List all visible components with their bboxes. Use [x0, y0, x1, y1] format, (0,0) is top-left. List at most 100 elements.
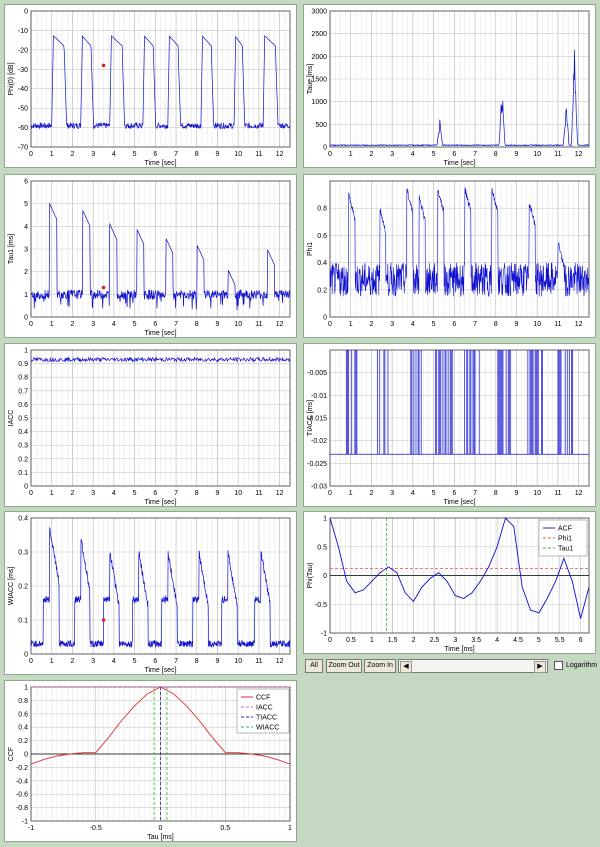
y-tick-label: 500	[315, 122, 327, 129]
x-tick-label: 2	[70, 151, 74, 158]
x-tick-label: 1	[349, 321, 353, 328]
x-tick-label: 8	[494, 151, 498, 158]
x-tick-label: 9	[216, 490, 220, 497]
x-tick-label: 0	[29, 658, 33, 665]
x-tick-label: 7	[174, 490, 178, 497]
x-tick-label: 1.5	[388, 637, 398, 644]
y-tick-label: -1	[321, 631, 327, 638]
y-axis-label: CCF	[8, 747, 15, 761]
x-tick-label: 4	[411, 490, 415, 497]
x-tick-label: 0	[328, 151, 332, 158]
y-tick-label: 2	[24, 269, 28, 276]
x-axis-label: Time [sec]	[144, 499, 176, 506]
y-axis-label: TIACC [ms]	[307, 400, 314, 436]
x-tick-label: 0	[328, 637, 332, 644]
y-tick-label: -0.4	[16, 778, 28, 785]
y-axis-label: Phi(0) [dB]	[8, 62, 15, 95]
y-tick-label: 0.1	[18, 618, 28, 625]
chart-tiacc: 0 1 2 3 4 5 6 7 8 9 10 11 12 -0.005 -0.01 -0.015 -0.02 -0…	[303, 343, 596, 507]
x-tick-label: 2	[369, 151, 373, 158]
x-tick-label: 5	[133, 658, 137, 665]
x-tick-label: 11	[554, 321, 561, 328]
plot-frame	[329, 10, 590, 148]
x-tick-label: 7	[174, 321, 178, 328]
y-tick-label: -50	[18, 106, 28, 113]
x-tick-label: -1	[28, 825, 34, 832]
x-tick-label: 1	[50, 490, 54, 497]
x-tick-label: 10	[234, 321, 242, 328]
y-tick-label: -70	[18, 145, 28, 152]
y-tick-label: -20	[18, 47, 28, 54]
x-tick-label: 11	[255, 151, 262, 158]
scroll-right-icon[interactable]: ▶	[534, 661, 546, 673]
y-tick-label: -0.015	[307, 416, 327, 423]
x-tick-label: 0.5	[346, 637, 356, 644]
x-tick-label: 1	[288, 825, 292, 832]
x-tick-label: 5	[133, 151, 137, 158]
y-tick-label: 0.8	[18, 698, 28, 705]
x-axis-label: Time [sec]	[144, 667, 176, 674]
x-tick-label: 2	[369, 490, 373, 497]
x-tick-label: 10	[234, 151, 242, 158]
y-tick-label: 1	[24, 348, 28, 355]
iacc-series	[30, 356, 290, 363]
x-tick-label: 0	[159, 825, 163, 832]
x-axis-label: Time [sec]	[443, 499, 475, 506]
taue-series	[329, 49, 590, 147]
x-tick-label: 6	[153, 151, 157, 158]
ccf-series	[30, 686, 291, 765]
legend-entry: ACF	[558, 526, 572, 533]
y-tick-label: 0.2	[18, 456, 28, 463]
logarithm-checkbox[interactable]	[554, 661, 563, 670]
x-tick-label: 3	[91, 151, 95, 158]
chart-phi1: 0 1 2 3 4 5 6 7 8 9 10 11 12 0 0.2 0.4 0.6 0.8 Phi1	[303, 174, 596, 338]
y-tick-label: -0.02	[311, 438, 327, 445]
x-tick-label: 0	[29, 321, 33, 328]
x-tick-label: 7	[473, 490, 477, 497]
y-axis-label: Phi(Tau)	[307, 562, 314, 588]
y-tick-label: 0.2	[317, 287, 327, 294]
x-tick-label: 0	[328, 321, 332, 328]
y-tick-label: 0	[24, 315, 28, 322]
y-tick-label: 0.4	[18, 429, 28, 436]
x-tick-label: 2	[369, 321, 373, 328]
scroll-left-icon[interactable]: ◀	[400, 661, 412, 673]
x-tick-label: 6	[452, 490, 456, 497]
y-tick-label: 1	[24, 685, 28, 692]
x-tick-label: 5	[432, 490, 436, 497]
marker-point	[101, 285, 106, 290]
y-tick-label: 0.3	[18, 550, 28, 557]
scrollbar[interactable]: ◀ ▶	[398, 659, 548, 673]
y-tick-label: 0.6	[18, 711, 28, 718]
y-axis-label: IACC	[8, 410, 15, 427]
zoom-in-button[interactable]: Zoom In	[364, 659, 396, 673]
chart-iacc: 0 1 2 3 4 5 6 7 8 9 10 11 12 0 0.1 0.2 0.3 0.4 0.5 0.6 0.7 0.…	[4, 343, 297, 507]
y-tick-label: -60	[18, 125, 28, 132]
x-tick-label: 6	[153, 658, 157, 665]
x-tick-label: 10	[533, 490, 541, 497]
y-tick-label: 1	[24, 292, 28, 299]
zoom-out-button[interactable]: Zoom Out	[326, 659, 362, 673]
x-tick-label: 8	[195, 490, 199, 497]
plot-frame	[329, 349, 590, 487]
x-tick-label: 12	[276, 321, 284, 328]
y-tick-label: 2500	[311, 31, 327, 38]
x-tick-label: 3	[390, 321, 394, 328]
x-tick-label: 4	[495, 637, 499, 644]
all-button[interactable]: All	[305, 659, 323, 673]
legend-entry: WIACC	[256, 725, 279, 732]
y-tick-label: 0.6	[317, 233, 327, 240]
y-axis-label: WIACC [ms]	[8, 567, 15, 606]
y-tick-label: 0.8	[317, 206, 327, 213]
y-axis-label: Taue [ms]	[307, 64, 314, 94]
x-tick-label: 4	[411, 151, 415, 158]
phi0-series	[30, 35, 291, 130]
x-tick-label: 7	[473, 151, 477, 158]
y-tick-label: -0.025	[307, 461, 327, 468]
y-tick-label: -1	[22, 819, 28, 826]
x-tick-label: 11	[255, 490, 262, 497]
y-tick-label: 0.4	[18, 516, 28, 523]
x-tick-label: 4.5	[513, 637, 523, 644]
x-tick-label: -0.5	[90, 825, 102, 832]
x-tick-label: 3	[91, 490, 95, 497]
